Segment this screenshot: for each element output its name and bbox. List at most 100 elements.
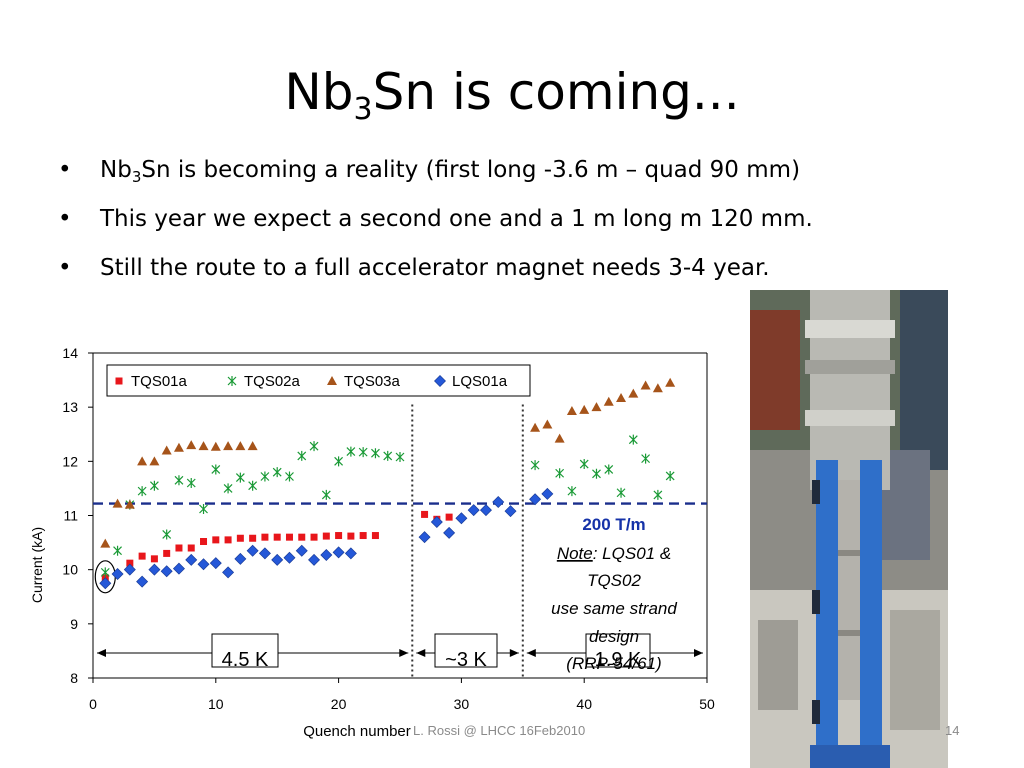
data-point-tqs03a bbox=[149, 456, 160, 466]
x-tick-label: 10 bbox=[208, 696, 224, 712]
data-point-lqs01a bbox=[443, 526, 456, 539]
chart-marks bbox=[99, 377, 676, 590]
legend-marker-lqs01a bbox=[434, 375, 446, 387]
y-tick-label: 8 bbox=[70, 670, 78, 686]
data-point-tqs01a bbox=[421, 510, 429, 518]
data-point-tqs02a bbox=[665, 470, 675, 481]
data-point-tqs01a bbox=[126, 559, 134, 567]
data-point-lqs01a bbox=[492, 495, 505, 508]
data-point-tqs02a bbox=[199, 504, 208, 514]
slide-title: Nb3Sn is coming... bbox=[284, 63, 740, 127]
data-point-tqs03a bbox=[198, 441, 209, 451]
data-point-tqs01a bbox=[347, 532, 355, 540]
data-point-tqs03a bbox=[542, 419, 553, 429]
legend-label: TQS03a bbox=[344, 373, 401, 390]
data-point-tqs02a bbox=[113, 545, 122, 556]
data-point-lqs01a bbox=[99, 577, 112, 590]
data-point-tqs03a bbox=[235, 441, 246, 451]
note-line: (RRP-54/61) bbox=[566, 654, 661, 673]
data-point-lqs01a bbox=[185, 553, 198, 566]
data-point-tqs01a bbox=[285, 533, 293, 541]
data-point-tqs02a bbox=[309, 441, 319, 452]
data-point-tqs03a bbox=[161, 445, 172, 455]
data-point-lqs01a bbox=[430, 516, 443, 528]
data-point-tqs03a bbox=[137, 456, 148, 466]
data-point-tqs02a bbox=[383, 450, 393, 461]
data-point-lqs01a bbox=[222, 566, 235, 579]
y-tick-label: 9 bbox=[70, 616, 78, 632]
data-point-tqs02a bbox=[211, 464, 221, 475]
data-point-tqs01a bbox=[310, 533, 318, 541]
region-label: 1.9 K bbox=[595, 649, 642, 671]
data-point-tqs02a bbox=[604, 464, 614, 475]
y-tick-label: 13 bbox=[62, 399, 78, 415]
x-tick-label: 30 bbox=[454, 696, 470, 712]
data-point-lqs01a bbox=[258, 547, 271, 560]
data-point-lqs01a bbox=[209, 557, 222, 570]
bullet-item: This year we expect a second one and a 1… bbox=[58, 199, 813, 248]
data-point-lqs01a bbox=[529, 493, 542, 506]
data-point-tqs03a bbox=[210, 441, 221, 451]
data-point-tqs01a bbox=[163, 549, 171, 557]
data-point-lqs01a bbox=[246, 544, 259, 557]
data-point-tqs03a bbox=[100, 538, 111, 548]
data-point-tqs02a bbox=[358, 447, 368, 458]
data-point-tqs01a bbox=[445, 513, 453, 521]
data-point-tqs03a bbox=[112, 498, 123, 508]
quench-current-chart: 8 9 10 11 12 13 14 0 10 20 30 40 50 4.5 K ~3 K 1.9 K 20… bbox=[29, 345, 715, 740]
data-point-tqs03a bbox=[530, 422, 541, 432]
data-point-lqs01a bbox=[111, 568, 124, 580]
note-word: Note bbox=[557, 544, 593, 563]
data-point-tqs01a bbox=[371, 532, 379, 540]
data-point-tqs01a bbox=[150, 555, 158, 563]
data-point-tqs01a bbox=[212, 536, 220, 544]
data-point-tqs02a bbox=[137, 486, 147, 497]
data-point-tqs03a bbox=[652, 383, 663, 393]
data-point-lqs01a bbox=[283, 551, 296, 564]
data-point-tqs01a bbox=[335, 532, 343, 540]
data-point-tqs02a bbox=[641, 453, 651, 464]
note-line: TQS02 bbox=[587, 571, 641, 590]
data-point-lqs01a bbox=[123, 563, 136, 576]
note-line: Note: LQS01 & bbox=[557, 544, 671, 563]
series-tqs03a bbox=[100, 377, 676, 548]
data-point-tqs03a bbox=[186, 440, 197, 450]
x-tick-label: 50 bbox=[699, 696, 715, 712]
note-line: use same strand bbox=[551, 599, 677, 618]
bullet-list: Nb3Sn is becoming a reality (first long … bbox=[58, 150, 813, 297]
data-point-tqs02a bbox=[285, 471, 294, 482]
arrow-head-right bbox=[399, 649, 409, 657]
data-point-tqs02a bbox=[616, 487, 626, 498]
data-point-lqs01a bbox=[504, 505, 517, 518]
data-point-lqs01a bbox=[320, 549, 333, 562]
data-point-lqs01a bbox=[332, 546, 345, 559]
data-point-tqs02a bbox=[628, 434, 638, 445]
data-point-lqs01a bbox=[418, 531, 431, 544]
y-axis-label: Current (kA) bbox=[29, 527, 45, 603]
region-label: ~3 K bbox=[445, 649, 487, 671]
data-point-tqs02a bbox=[186, 478, 196, 488]
data-point-tqs03a bbox=[616, 392, 627, 402]
data-point-tqs03a bbox=[591, 402, 602, 412]
data-point-tqs02a bbox=[260, 471, 270, 482]
arrow-head-left bbox=[526, 649, 536, 657]
data-point-tqs02a bbox=[297, 450, 307, 461]
chart-annotations: 4.5 K ~3 K 1.9 K 200 T/m Note: LQS01 & TQS02 u… bbox=[93, 404, 707, 678]
x-tick-label: 40 bbox=[576, 696, 592, 712]
data-point-tqs03a bbox=[124, 499, 135, 509]
data-point-tqs02a bbox=[272, 467, 282, 478]
data-point-lqs01a bbox=[234, 552, 247, 565]
bullet-item: Nb3Sn is becoming a reality (first long … bbox=[58, 150, 813, 199]
data-point-tqs01a bbox=[261, 533, 269, 541]
data-point-tqs02a bbox=[100, 567, 110, 578]
data-point-tqs01a bbox=[236, 534, 244, 542]
data-point-lqs01a bbox=[148, 563, 161, 576]
data-point-tqs03a bbox=[173, 442, 184, 452]
arrow-head-right bbox=[694, 649, 703, 657]
data-point-tqs03a bbox=[640, 380, 651, 390]
y-tick-label: 12 bbox=[62, 453, 78, 469]
data-point-lqs01a bbox=[467, 504, 480, 517]
data-point-tqs01a bbox=[175, 544, 183, 552]
data-point-lqs01a bbox=[308, 553, 321, 566]
data-point-tqs03a bbox=[579, 404, 590, 414]
